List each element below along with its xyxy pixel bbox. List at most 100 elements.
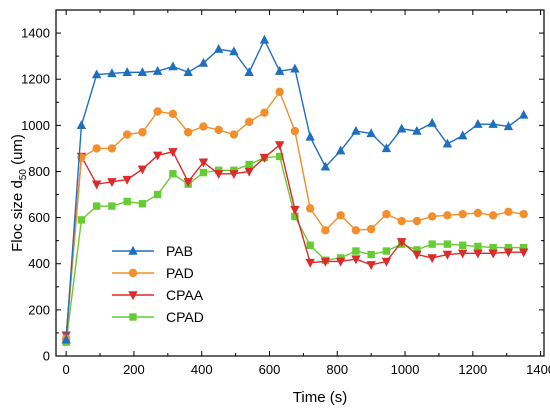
data-point-cpad [474, 242, 482, 251]
legend-item-pab: PAB [112, 243, 193, 259]
legend-marker-cpad [129, 313, 137, 321]
data-point-cpaa [137, 165, 148, 175]
data-point-pad [305, 204, 315, 213]
data-point-pab [198, 57, 209, 67]
data-point-cpaa [259, 153, 270, 163]
legend-item-pad: PAD [112, 265, 194, 281]
data-point-cpad [199, 168, 208, 177]
data-point-cpad [92, 202, 101, 210]
data-point-cpaa [412, 250, 422, 260]
data-point-cpaa [396, 238, 407, 248]
data-point-pab [137, 67, 148, 76]
legend-label-pab: PAB [166, 243, 193, 259]
data-point-pab [503, 121, 514, 131]
data-point-pad [504, 207, 513, 217]
legend: PAB PAD CPAA CPAD [112, 243, 204, 325]
x-tick-label: 400 [191, 362, 213, 377]
data-point-cpaa [198, 158, 209, 168]
data-point-cpaa [381, 257, 392, 267]
data-point-cpad [245, 160, 253, 169]
data-point-cpaa [457, 249, 468, 259]
data-point-cpad [489, 243, 497, 252]
data-point-cpaa [473, 249, 483, 259]
data-point-cpad [77, 216, 86, 224]
data-point-cpad [458, 241, 467, 249]
data-point-pad [488, 211, 498, 220]
data-point-pab [457, 130, 468, 140]
data-point-cpaa [427, 254, 437, 264]
y-tick-label: 200 [28, 302, 50, 317]
data-point-pab [335, 145, 346, 155]
data-point-cpaa [213, 170, 224, 179]
data-point-cpad [108, 202, 116, 210]
data-point-cpad [367, 250, 375, 259]
data-point-pab [290, 63, 300, 73]
data-point-cpaa [290, 205, 300, 215]
data-point-pad [336, 211, 345, 220]
data-point-pad [183, 128, 193, 137]
x-tick-label: 1400 [526, 362, 550, 377]
data-point-pab [442, 138, 453, 148]
data-point-cpaa [168, 148, 178, 158]
data-point-pad [214, 125, 223, 135]
data-point-pad [443, 211, 452, 220]
data-point-cpad [275, 152, 284, 161]
data-point-pad [138, 128, 147, 137]
data-point-pad [244, 117, 254, 127]
data-point-pab [76, 120, 87, 130]
data-point-pad [412, 216, 422, 226]
y-tick-label: 400 [28, 256, 50, 271]
data-point-cpaa [183, 178, 193, 188]
data-point-pad [397, 216, 406, 226]
legend-label-cpad: CPAD [166, 309, 204, 325]
x-tick-label: 800 [326, 362, 348, 377]
data-point-cpaa [320, 257, 331, 267]
data-point-cpad [443, 240, 452, 248]
data-point-cpaa [488, 249, 498, 259]
data-point-cpaa [229, 170, 239, 179]
data-point-pab [305, 131, 315, 141]
data-point-cpaa [305, 258, 315, 268]
data-point-pad [366, 224, 376, 234]
data-point-cpad [504, 243, 513, 252]
data-point-pad [229, 130, 239, 139]
data-point-pab [91, 69, 102, 79]
legend-label-cpaa: CPAA [166, 287, 204, 303]
y-axis-title-subscript: 50 [18, 169, 29, 181]
data-point-cpad [352, 247, 360, 255]
data-point-pab [229, 46, 239, 56]
data-point-pab [366, 128, 376, 138]
y-axis-title-main: Floc size d [9, 180, 26, 252]
series-pad [61, 87, 528, 343]
y-axis-title: Floc size d50 (um) [9, 134, 29, 252]
data-point-cpaa [107, 178, 117, 188]
data-point-pab [396, 123, 407, 133]
data-point-cpad [169, 170, 177, 178]
data-point-pad [260, 108, 269, 117]
axes: 0 200 400 600 800 1000 1200 1400 0 200 400 600 800 10… [21, 9, 550, 377]
data-point-cpaa [274, 141, 285, 151]
data-point-pab [259, 34, 270, 44]
data-point-pab [61, 334, 71, 344]
data-point-cpad [291, 212, 299, 221]
x-tick-label: 1000 [391, 362, 420, 377]
data-point-pad [473, 208, 483, 218]
x-tick-label: 600 [259, 362, 281, 377]
data-point-cpaa [244, 167, 254, 177]
data-point-cpad [153, 190, 162, 199]
data-point-cpad [123, 197, 131, 206]
legend-item-cpad: CPAD [112, 309, 204, 325]
data-point-cpaa [366, 261, 376, 271]
x-axis-title: Time (s) [293, 389, 347, 406]
data-point-pad [458, 209, 467, 219]
data-point-pad [199, 122, 208, 131]
data-point-pab [381, 143, 392, 153]
data-point-cpaa [442, 250, 453, 260]
data-point-pab [152, 65, 163, 75]
data-point-pad [153, 107, 162, 116]
data-point-cpad [306, 241, 314, 249]
data-point-cpad [428, 240, 436, 248]
data-point-pad [382, 209, 391, 219]
data-point-cpaa [335, 257, 346, 267]
